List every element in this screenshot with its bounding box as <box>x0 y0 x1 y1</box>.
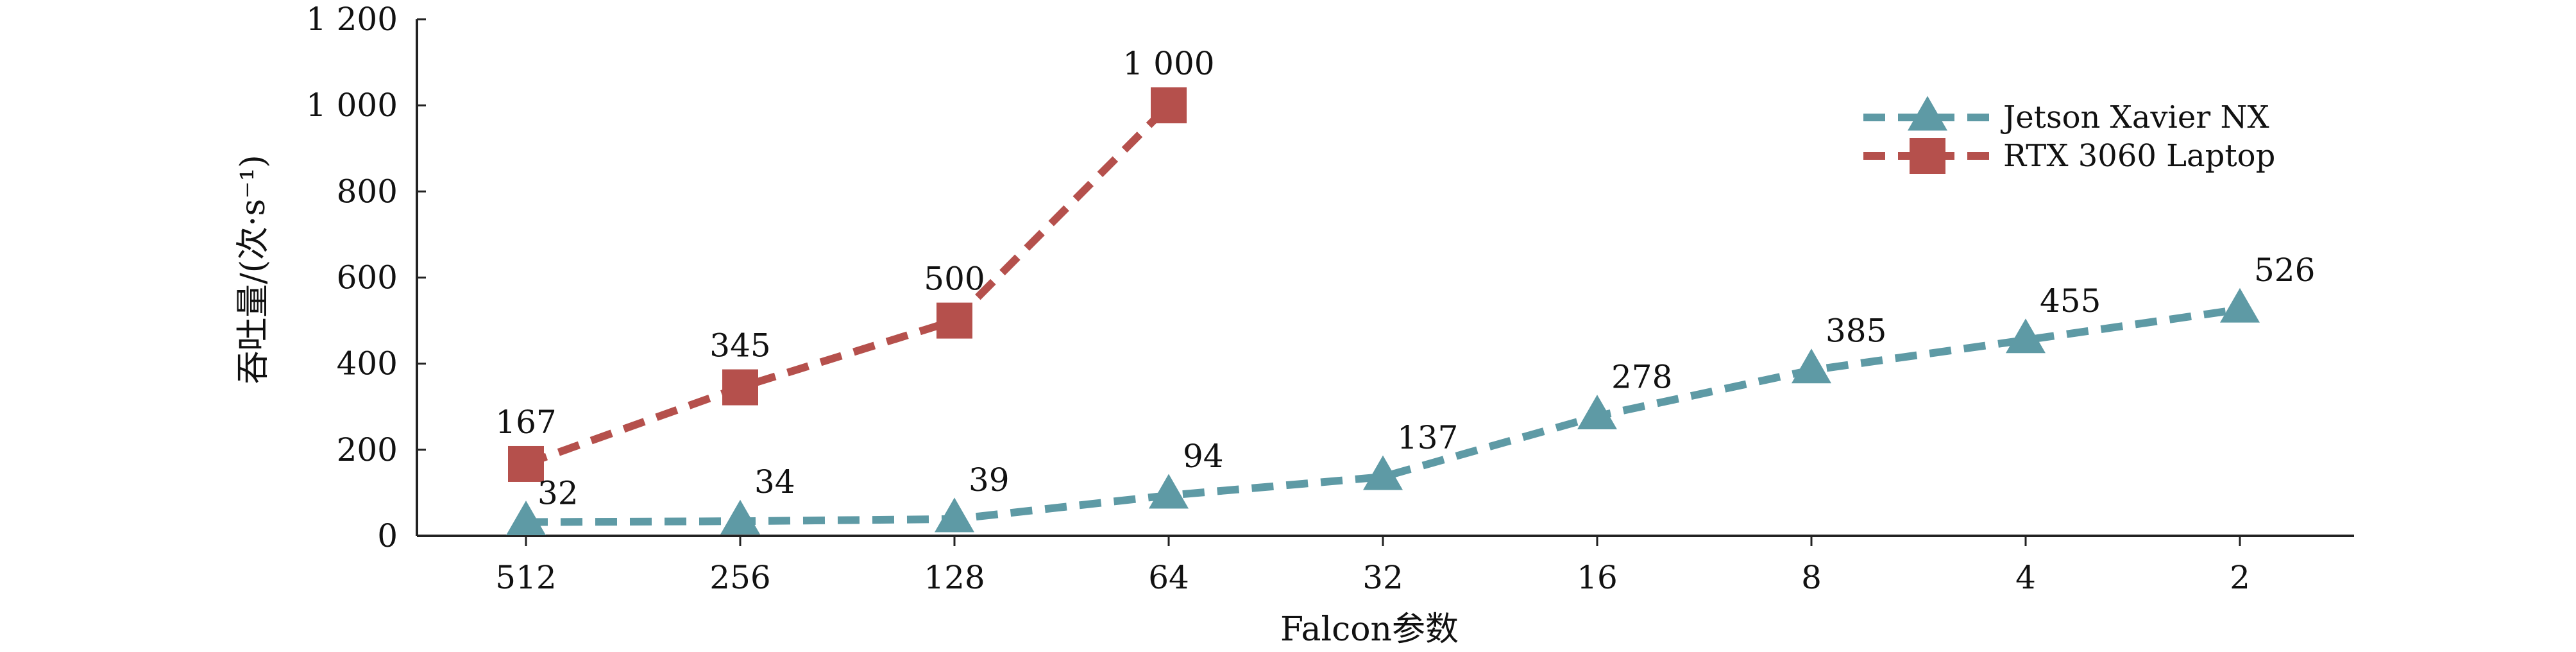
x-tick-label: 256 <box>709 559 770 596</box>
y-tick-label: 400 <box>337 345 398 382</box>
data-label-jetson-xavier-nx: 455 <box>2040 282 2101 320</box>
data-point-rtx-3060-laptop <box>508 445 544 482</box>
x-tick-label: 2 <box>2230 559 2250 596</box>
x-tick-label: 16 <box>1577 559 1618 596</box>
y-tick-label: 200 <box>337 431 398 468</box>
series-layer <box>506 87 2260 536</box>
series-line-jetson-xavier-nx <box>525 305 2241 526</box>
legend-label-rtx-3060-laptop: RTX 3060 Laptop <box>2003 138 2275 174</box>
data-point-jetson-xavier-nx <box>2006 318 2046 354</box>
legend-marker-jetson-xavier-nx <box>1908 96 1947 131</box>
y-tick-label: 1 200 <box>306 1 398 38</box>
data-point-jetson-xavier-nx <box>2220 287 2260 323</box>
data-label-jetson-xavier-nx: 94 <box>1183 438 1224 475</box>
data-label-jetson-xavier-nx: 385 <box>1826 313 1886 350</box>
legend-marker-rtx-3060-laptop <box>1910 138 1945 174</box>
data-label-rtx-3060-laptop: 345 <box>709 327 770 365</box>
data-label-rtx-3060-laptop: 167 <box>495 404 556 441</box>
data-label-rtx-3060-laptop: 1 000 <box>1123 45 1214 82</box>
data-point-jetson-xavier-nx <box>1577 395 1617 430</box>
data-point-rtx-3060-laptop <box>1151 87 1187 124</box>
series-line-rtx-3060-laptop <box>524 102 1172 468</box>
data-label-jetson-xavier-nx: 39 <box>969 461 1010 499</box>
data-point-jetson-xavier-nx <box>935 497 974 533</box>
axes: 0 200 400 600 800 1 000 1 200 512 256 128 64 32 16 8 4… <box>306 1 2354 596</box>
data-label-jetson-xavier-nx: 278 <box>1611 359 1672 396</box>
y-tick-label: 800 <box>337 173 398 210</box>
y-tick-label: 600 <box>337 259 398 296</box>
x-tick-label: 512 <box>495 559 556 596</box>
x-tick-label: 4 <box>2015 559 2036 596</box>
x-tick-label: 8 <box>1801 559 1822 596</box>
data-point-jetson-xavier-nx <box>1363 455 1403 490</box>
data-label-jetson-xavier-nx: 137 <box>1397 419 1458 456</box>
data-label-jetson-xavier-nx: 526 <box>2254 252 2315 289</box>
data-point-jetson-xavier-nx <box>506 501 546 536</box>
data-label-rtx-3060-laptop: 500 <box>924 261 985 298</box>
data-point-jetson-xavier-nx <box>1792 348 1831 384</box>
data-label-jetson-xavier-nx: 34 <box>754 463 795 501</box>
data-point-rtx-3060-laptop <box>722 369 758 406</box>
x-tick-label: 32 <box>1362 559 1403 596</box>
y-tick-label: 1 000 <box>306 87 398 124</box>
data-point-jetson-xavier-nx <box>720 499 760 535</box>
x-tick-label: 64 <box>1148 559 1189 596</box>
x-axis-title: Falcon参数 <box>1280 610 1459 649</box>
y-tick-label: 0 <box>377 517 398 554</box>
data-point-jetson-xavier-nx <box>1149 474 1189 509</box>
data-labels: 32 34 39 94 137 278 385 455 526 167 345 500 1 000 <box>495 45 2315 511</box>
legend-label-jetson-xavier-nx: Jetson Xavier NX <box>2000 99 2269 135</box>
x-tick-label: 128 <box>924 559 985 596</box>
data-label-jetson-xavier-nx: 32 <box>538 475 579 512</box>
y-axis-title: 吞吐量/(次·s⁻¹) <box>234 155 273 384</box>
data-point-rtx-3060-laptop <box>936 302 972 339</box>
